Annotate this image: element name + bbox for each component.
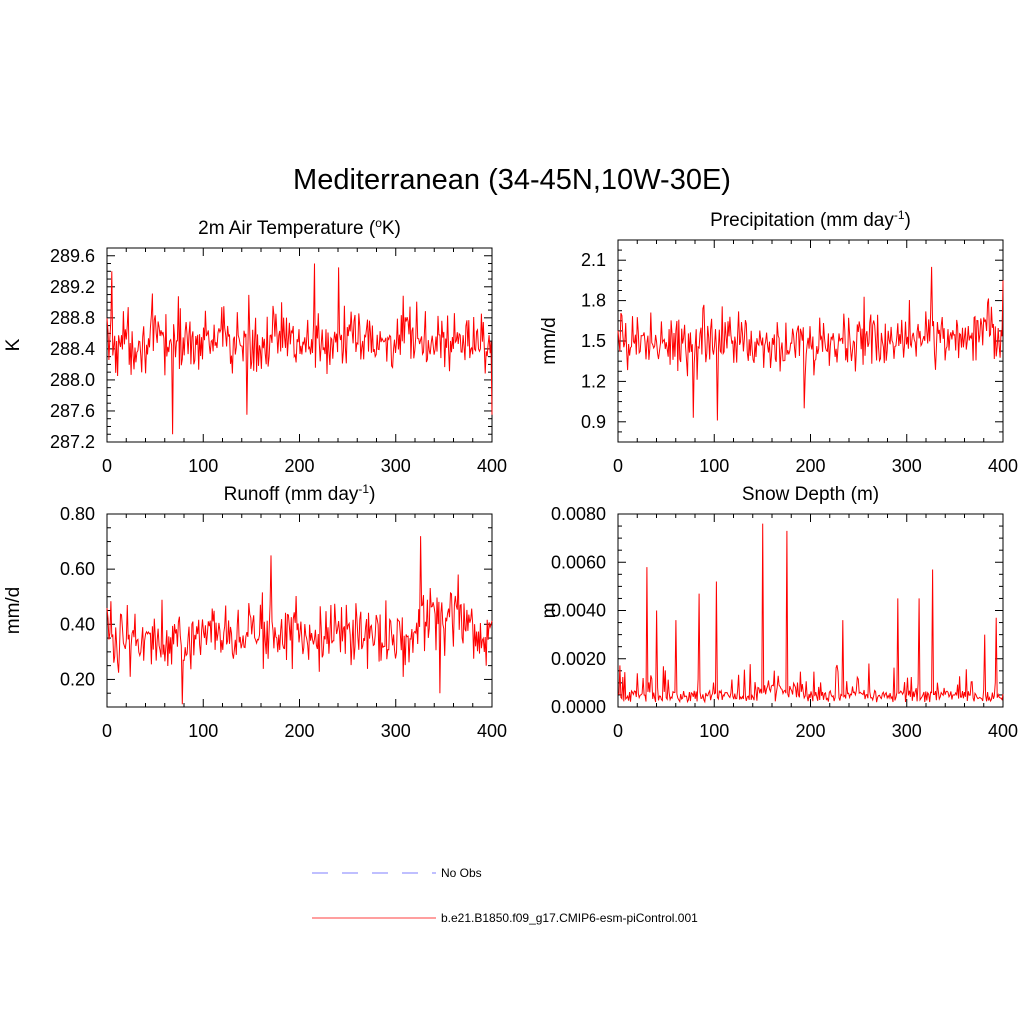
x-tick-label: 100 [699,456,729,476]
plot-frame [617,513,1004,708]
panel-runoff: Runoff (mm day-1) mm/d 0 100 200 300 400 0.20… [3,482,507,741]
x-tick-label: 400 [477,456,507,476]
x-tick-label: 0 [102,456,112,476]
series-line-model [106,263,493,435]
x-tick-label: 200 [284,721,314,741]
y-tick-label: 1.2 [581,371,606,391]
y-tick-label: 0.0080 [551,504,606,524]
x-tick-label: 400 [477,721,507,741]
x-tick-label: 300 [892,721,922,741]
panel-title: Precipitation (mm day-1) [710,208,911,231]
y-tick-label: 0.0000 [551,697,606,717]
y-tick-label: 288.4 [50,339,95,359]
x-tick-label: 200 [795,721,825,741]
y-axis-label: mm/d [3,587,24,635]
x-tick-label: 0 [613,456,623,476]
series-line-model [106,536,493,705]
series-line-model [617,266,1004,421]
y-axis-label: mm/d [539,317,560,365]
y-tick-label: 0.9 [581,412,606,432]
x-tick-label: 300 [381,456,411,476]
y-tick-label: 289.2 [50,277,95,297]
panel-snow-depth: Snow Depth (m) m 0 100 200 300 400 0.0000 0.00… [539,484,1018,741]
legend-label-model: b.e21.B1850.f09_g17.CMIP6-esm-piControl.… [441,911,698,925]
x-tick-label: 100 [188,721,218,741]
y-tick-label: 0.40 [60,614,95,634]
x-tick-label: 400 [988,721,1018,741]
x-tick-label: 0 [613,721,623,741]
y-tick-label: 1.5 [581,331,606,351]
y-axis-label: K [3,338,24,351]
y-tick-label: 287.2 [50,432,95,452]
y-tick-label: 0.80 [60,504,95,524]
legend-label-no-obs: No Obs [441,866,482,880]
x-tick-label: 300 [381,721,411,741]
y-tick-label: 2.1 [581,250,606,270]
y-tick-label: 288.8 [50,308,95,328]
y-tick-label: 289.6 [50,246,95,266]
panel-air-temperature: 2m Air Temperature (oK) K 0 100 200 300 400 2… [3,216,507,476]
legend: No Obs b.e21.B1850.f09_g17.CMIP6-esm-piC… [312,866,698,925]
x-tick-label: 400 [988,456,1018,476]
y-tick-label: 288.0 [50,370,95,390]
x-tick-label: 200 [284,456,314,476]
x-tick-label: 0 [102,721,112,741]
x-tick-label: 100 [699,721,729,741]
x-tick-label: 100 [188,456,218,476]
y-tick-label: 0.0060 [551,552,606,572]
y-tick-label: 0.20 [60,669,95,689]
y-tick-label: 287.6 [50,401,95,421]
y-axis-label: m [539,603,560,619]
figure-title: Mediterranean (34-45N,10W-30E) [293,164,731,196]
y-tick-label: 0.0040 [551,601,606,621]
panel-precipitation: Precipitation (mm day-1) mm/d 0 100 200 300… [539,208,1018,476]
y-tick-label: 0.0020 [551,649,606,669]
panel-title: Snow Depth (m) [742,484,879,505]
x-tick-label: 200 [795,456,825,476]
panel-title: 2m Air Temperature (oK) [198,216,401,239]
y-tick-label: 1.8 [581,291,606,311]
y-tick-label: 0.60 [60,559,95,579]
x-tick-label: 300 [892,456,922,476]
panel-title: Runoff (mm day-1) [224,482,376,505]
series-line-model [617,523,1004,704]
